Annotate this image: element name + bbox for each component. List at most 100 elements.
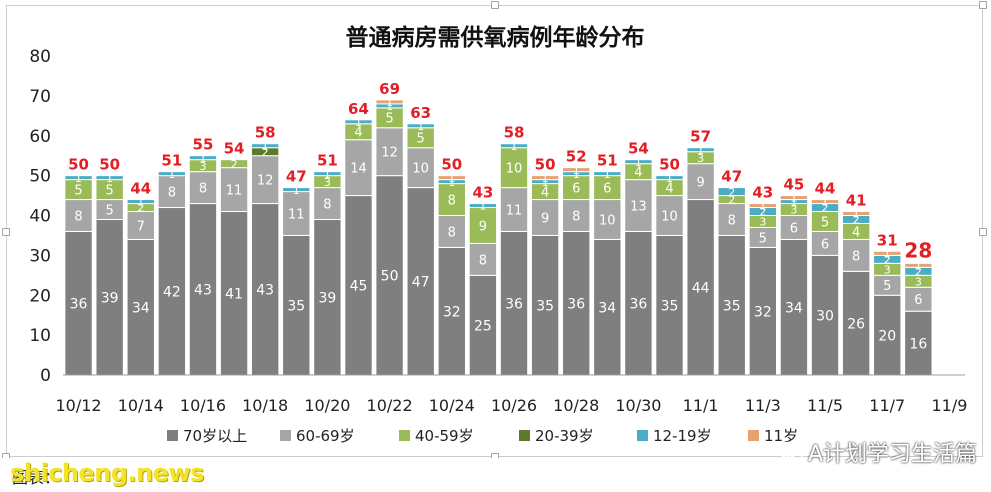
watermark-left: shicheng.news	[10, 459, 204, 487]
bar-segment	[841, 270, 871, 376]
legend-label: 11岁	[764, 427, 798, 445]
bar-value-label: 50	[381, 269, 399, 285]
bar-value-label: 1	[293, 184, 300, 197]
bar-value-label: 45	[350, 279, 368, 295]
bar-segment	[748, 246, 778, 376]
bar-value-label: 1	[915, 260, 922, 273]
bar-total-label: 54	[224, 140, 245, 158]
bar-total-label: 51	[317, 152, 338, 170]
bar-total-label: 47	[721, 168, 742, 186]
source-label: 图表：	[12, 468, 61, 487]
bar-total-label: 50	[68, 156, 89, 174]
legend-label: 12-19岁	[653, 427, 712, 445]
bar-value-label: 6	[603, 182, 611, 197]
bar-value-label: 35	[723, 299, 741, 315]
bar-value-label: 10	[661, 209, 678, 224]
bar-segment	[904, 310, 933, 376]
bar-value-label: 1	[448, 176, 455, 189]
resize-handle-top[interactable]	[491, 1, 499, 9]
bar-value-label: 7	[137, 219, 145, 234]
bar-value-label: 2	[915, 266, 922, 279]
bar-segment	[686, 147, 715, 153]
bar-value-label: 2	[137, 202, 144, 215]
caption-bar: 图表： shicheng.news	[0, 458, 991, 492]
bar-total-label: 57	[690, 128, 711, 146]
bar-value-label: 1	[448, 172, 455, 185]
x-tick-label: 10/20	[304, 396, 350, 415]
bar-total-label: 43	[752, 184, 773, 202]
bar-value-label: 35	[287, 299, 305, 315]
bar-value-label: 1	[604, 168, 611, 181]
bar-segment	[779, 195, 809, 201]
bar-value-label: 10	[599, 213, 616, 228]
bar-value-label: 1	[635, 156, 642, 169]
bar-value-label: 2	[853, 214, 860, 227]
bar-segment	[313, 171, 342, 177]
bar-value-label: 13	[630, 199, 647, 214]
bar-segment	[593, 171, 622, 177]
legend-swatch	[167, 430, 178, 441]
x-tick-label: 10/16	[180, 396, 226, 415]
resize-handle-right[interactable]	[979, 228, 987, 236]
bar-value-label: 5	[106, 184, 114, 199]
bar-value-label: 2	[262, 146, 269, 159]
bar-segment	[624, 179, 653, 232]
resize-handle-left[interactable]	[2, 228, 10, 236]
bar-value-label: 25	[474, 318, 492, 334]
bar-segment	[810, 254, 840, 376]
bar-value-label: 6	[821, 237, 829, 252]
bar-value-label: 8	[448, 225, 456, 240]
bar-segment	[841, 211, 871, 216]
bar-value-label: 1	[355, 116, 362, 129]
bar-value-label: 1	[137, 196, 144, 209]
bar-total-label: 51	[161, 152, 182, 170]
bar-value-label: 34	[598, 301, 616, 317]
bar-value-label: 9	[541, 211, 549, 226]
bar-value-label: 5	[759, 231, 767, 246]
bar-value-label: 5	[417, 132, 425, 147]
bar-segment	[686, 163, 715, 201]
resize-handle-top-right[interactable]	[979, 1, 987, 9]
bar-segment	[437, 246, 466, 376]
bar-segment	[219, 159, 249, 169]
bar-value-label: 1	[106, 172, 113, 185]
bar-value-label: 5	[385, 112, 393, 127]
bar-segment	[126, 238, 155, 376]
bar-segment	[468, 207, 498, 244]
bar-value-label: 1	[75, 172, 82, 185]
y-tick-label: 10	[29, 326, 51, 346]
bar-value-label: 1	[697, 144, 704, 157]
bar-segment	[717, 187, 746, 197]
bar-value-label: 14	[350, 162, 367, 177]
legend-swatch	[519, 430, 530, 441]
bar-value-label: 8	[448, 193, 456, 208]
bar-segment	[437, 183, 466, 217]
bar-value-label: 35	[536, 299, 554, 315]
bar-segment	[126, 199, 155, 205]
bar-value-label: 3	[697, 152, 704, 165]
bar-value-label: 1	[386, 100, 393, 113]
bar-value-label: 44	[692, 281, 710, 297]
bar-value-label: 1	[884, 248, 891, 261]
bar-total-label: 45	[783, 176, 804, 194]
bar-segment	[188, 155, 218, 161]
bar-value-label: 30	[816, 309, 834, 325]
bar-segment	[375, 127, 404, 177]
bar-segment	[282, 187, 311, 193]
bar-segment	[375, 99, 404, 105]
bar-segment	[406, 147, 435, 189]
bar-value-label: 1	[666, 172, 673, 185]
bar-segment	[437, 215, 466, 248]
bar-segment	[562, 167, 591, 173]
bar-value-label: 5	[883, 279, 891, 294]
bar-segment	[95, 175, 124, 181]
bar-value-label: 6	[572, 182, 580, 197]
bar-value-label: 4	[634, 166, 642, 181]
bar-total-label: 44	[815, 180, 836, 198]
bar-segment	[468, 203, 498, 209]
legend-label: 20-39岁	[535, 427, 594, 445]
bar-value-label: 1	[511, 140, 518, 153]
x-tick-label: 10/14	[118, 396, 164, 415]
bar-total-label: 54	[628, 140, 649, 158]
bar-segment	[64, 199, 93, 232]
